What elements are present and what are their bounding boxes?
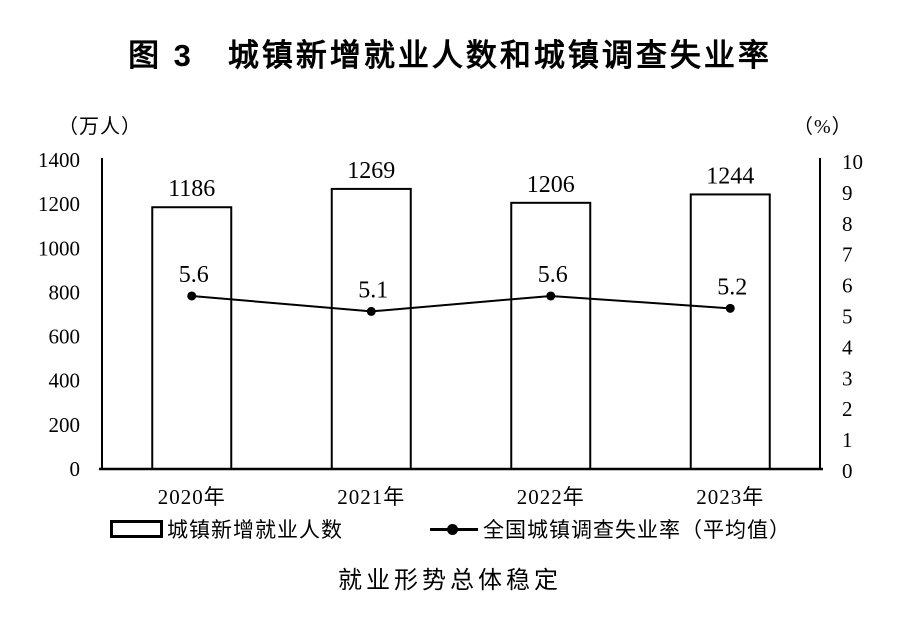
- line-swatch-dot-icon: [447, 524, 458, 535]
- line-value-label: 5.2: [717, 274, 747, 300]
- right-axis-tick-label: 3: [842, 366, 853, 390]
- x-axis-category-label: 2022年: [517, 485, 585, 509]
- bar: [151, 206, 233, 471]
- left-axis-unit-label: （万人）: [58, 116, 142, 138]
- bar: [330, 187, 412, 470]
- bar: [510, 201, 592, 470]
- right-axis-tick-label: 8: [842, 212, 853, 236]
- legend-item-bar-series: 城镇新增就业人数: [110, 518, 343, 542]
- right-axis-tick-label: 10: [842, 150, 863, 174]
- line-point: [366, 306, 376, 316]
- line-point: [725, 303, 735, 313]
- left-axis-tick-label: 1200: [38, 192, 80, 216]
- x-axis-category-label: 2023年: [696, 485, 764, 509]
- line-value-label: 5.6: [179, 262, 209, 288]
- right-axis-tick-label: 2: [842, 397, 853, 421]
- bar-value-label: 1269: [347, 158, 395, 184]
- line-point: [187, 291, 197, 301]
- right-axis-tick-label: 0: [842, 459, 853, 483]
- line-series-label: 全国城镇调查失业率（平均值）: [483, 518, 791, 542]
- legend-item-line-series: 全国城镇调查失业率（平均值）: [430, 518, 791, 542]
- bar-value-label: 1186: [168, 176, 215, 202]
- chart-legend: 城镇新增就业人数 全国城镇调查失业率（平均值）: [0, 518, 900, 542]
- x-axis-category-label: 2021年: [337, 485, 405, 509]
- unemployment-rate-line: [191, 294, 731, 313]
- chart-title: 图 3 城镇新增就业人数和城镇调查失业率: [128, 38, 772, 73]
- bar-value-label: 1244: [706, 163, 754, 189]
- right-axis-tick-label: 4: [842, 335, 853, 359]
- right-axis-tick-label: 6: [842, 274, 853, 298]
- bar-value-label: 1206: [527, 172, 575, 198]
- left-axis-tick-label: 800: [49, 280, 81, 304]
- right-axis-unit-label: （%）: [793, 116, 853, 138]
- left-axis-tick-label: 400: [49, 369, 81, 393]
- left-axis-tick-label: 200: [49, 413, 81, 437]
- left-axis-tick-label: 600: [49, 325, 81, 349]
- right-axis-tick-label: 7: [842, 243, 853, 267]
- line-point: [546, 291, 556, 301]
- bar: [689, 193, 771, 470]
- line-value-label: 5.1: [358, 277, 388, 303]
- bar-series-label: 城镇新增就业人数: [167, 518, 343, 542]
- line-series-swatch: [430, 518, 478, 540]
- line-value-label: 5.6: [538, 262, 568, 288]
- left-axis-tick-label: 1400: [38, 148, 80, 172]
- left-axis-tick-label: 0: [70, 457, 81, 481]
- bar-series-swatch: [110, 520, 163, 538]
- left-axis-tick-label: 1000: [38, 236, 80, 260]
- right-axis-tick-label: 9: [842, 181, 853, 205]
- chart-caption: 就业形势总体稳定: [338, 568, 562, 594]
- right-axis-tick-label: 5: [842, 305, 853, 329]
- right-axis-tick-label: 1: [842, 428, 853, 452]
- x-axis-category-label: 2020年: [158, 485, 226, 509]
